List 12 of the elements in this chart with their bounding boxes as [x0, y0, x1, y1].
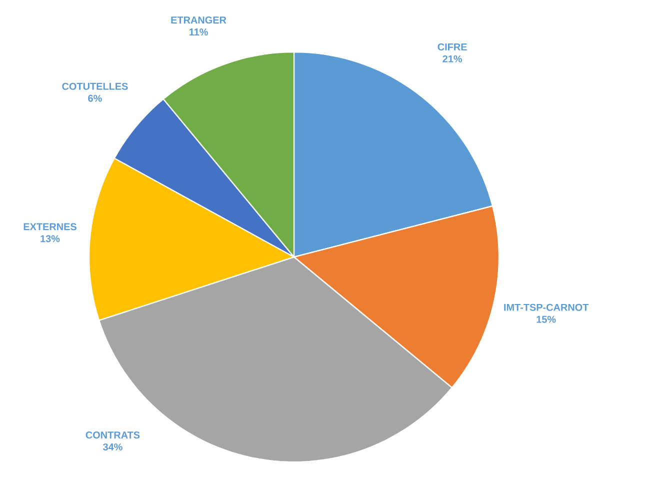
data-label: 11%	[189, 28, 208, 36]
data-label: 13%	[40, 235, 60, 242]
data-label: 6%	[88, 94, 102, 102]
slice-label: ETRANGER	[171, 16, 226, 24]
slice-label: CIFRE	[438, 43, 467, 50]
data-label: 34%	[102, 443, 122, 451]
slice-label: COTUTELLES	[62, 82, 128, 90]
slice-label: EXTERNES	[24, 223, 76, 230]
data-label: 21%	[442, 55, 462, 62]
slice-label: CONTRATS	[86, 431, 140, 439]
data-label: 15%	[536, 316, 556, 323]
slice-label: IMT-TSP-CARNOT	[504, 304, 589, 311]
